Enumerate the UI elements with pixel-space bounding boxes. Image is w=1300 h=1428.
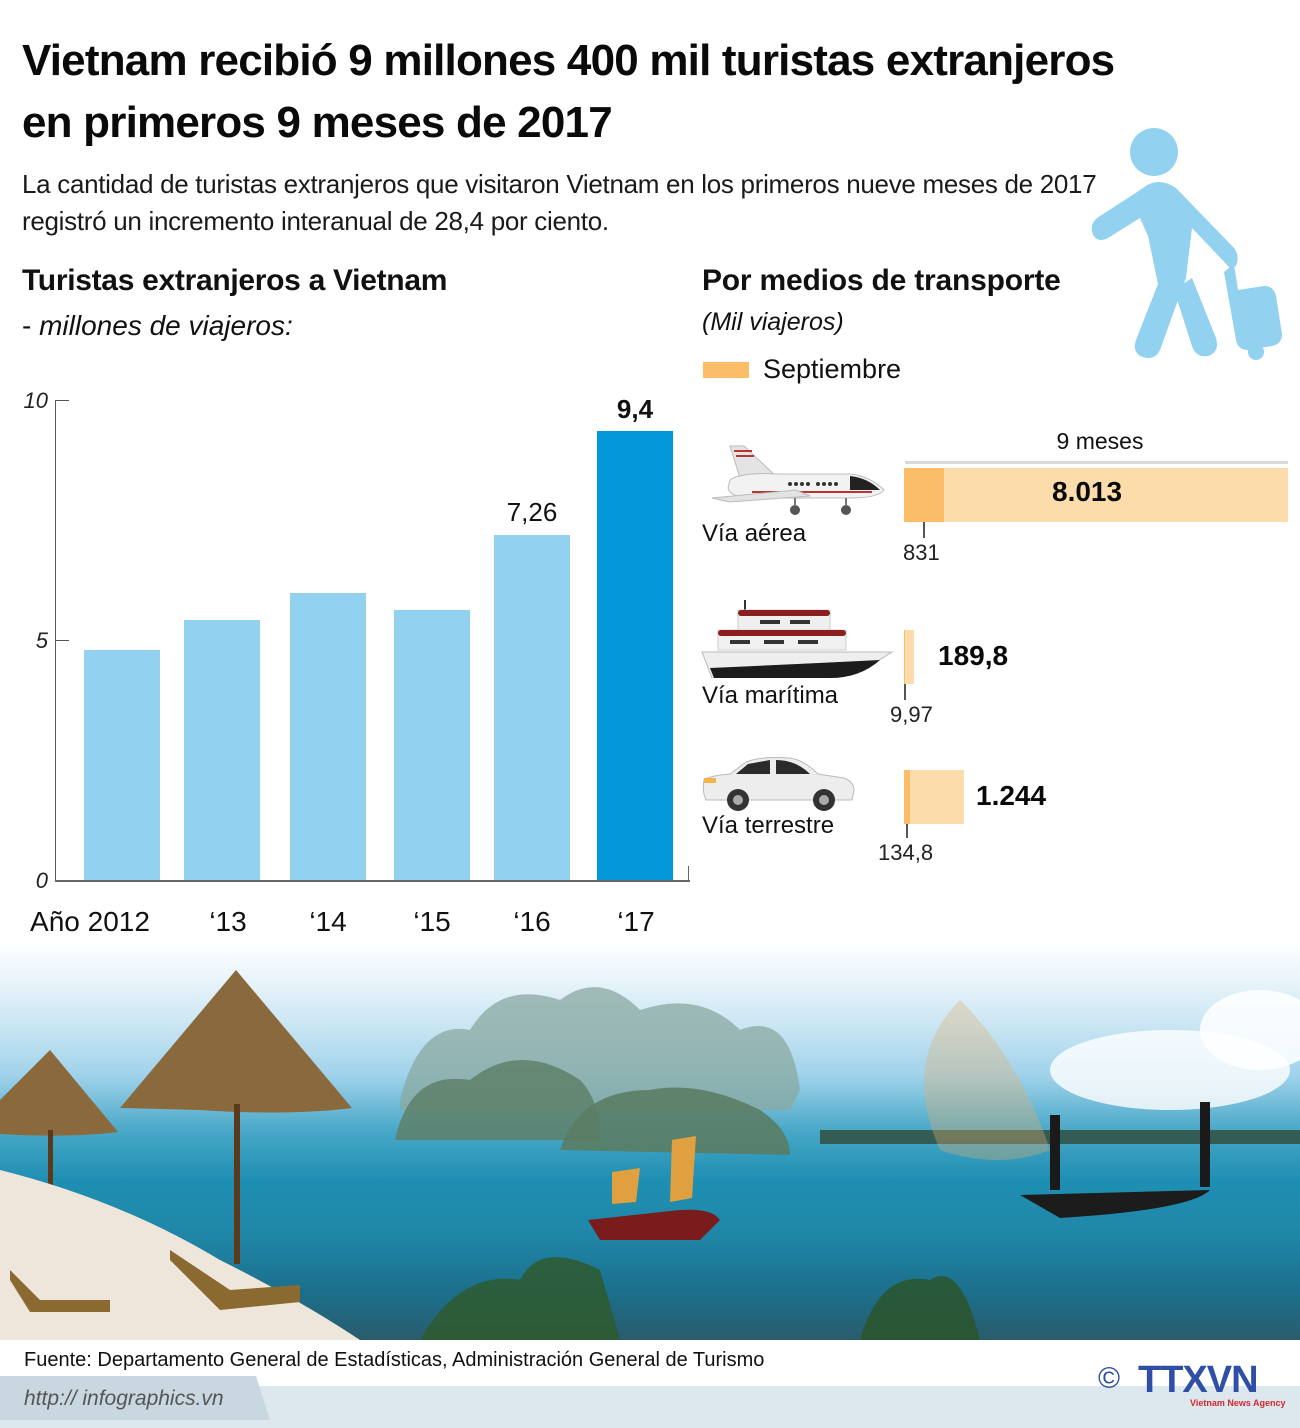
- mode-label-air: Vía aérea: [702, 520, 807, 547]
- value-air-9-months: 8.013: [1052, 476, 1123, 507]
- subtitle-dash: -: [22, 310, 40, 341]
- source-text: Fuente: Departamento General de Estadíst…: [24, 1349, 765, 1371]
- bar-chart-title: Turistas extranjeros a Vietnam: [22, 264, 448, 297]
- marker-sea: [904, 684, 906, 700]
- bar-2015: [394, 610, 470, 882]
- period-label-9-months: 9 meses: [1056, 428, 1144, 454]
- ttxvn-logo: TTXVN: [1138, 1359, 1259, 1401]
- x-axis: [55, 880, 690, 882]
- legend-swatch-september: [703, 361, 749, 378]
- marker-land: [906, 824, 908, 838]
- bar-2014: [290, 593, 366, 882]
- landscape-illustration: [0, 940, 1300, 1340]
- y-tick-10: [55, 400, 69, 401]
- y-tick-5: [55, 640, 69, 641]
- car-icon: [702, 757, 855, 811]
- bar-2013: [184, 620, 260, 882]
- value-air-september: 831: [903, 540, 940, 565]
- value-land-9-months: 1.244: [976, 780, 1047, 811]
- url-tab: [0, 1376, 270, 1420]
- bar-land-september: [904, 770, 910, 824]
- mode-label-land: Vía terrestre: [702, 812, 835, 839]
- y-label-0: 0: [35, 868, 48, 893]
- ship-icon: [701, 600, 894, 678]
- bar-value-2017: 9,4: [616, 394, 654, 424]
- bar-2012: [84, 650, 160, 882]
- value-sea-9-months: 189,8: [938, 640, 1009, 671]
- website-link[interactable]: http:// infographics.vn: [24, 1387, 224, 1410]
- logo-tagline: Vietnam News Agency: [1190, 1398, 1286, 1408]
- bar-chart-subtitle: - millones de viajeros:: [22, 310, 293, 342]
- x-label-2015: ‘15: [413, 906, 451, 937]
- legend-label-september: Septiembre: [763, 354, 902, 384]
- marker-air: [923, 522, 925, 538]
- value-sea-september: 9,97: [890, 702, 933, 727]
- infographic-title: Vietnam recibió 9 millones 400 mil turis…: [22, 36, 1115, 147]
- infographic-subtitle: La cantidad de turistas extranjeros que …: [22, 169, 1097, 236]
- bar-2016: [494, 535, 570, 882]
- y-label-5: 5: [35, 628, 48, 653]
- bar-2017: [597, 431, 673, 882]
- airplane-icon: [711, 445, 885, 515]
- tourists-bar-chart: 10 5 0 7,26 9,4 Año 2012 ‘13 ‘14 ‘15 ‘16…: [0, 380, 700, 950]
- x-label-2014: ‘14: [309, 906, 347, 937]
- x-label-2016: ‘16: [513, 906, 551, 937]
- traveler-with-suitcase-icon: [1091, 128, 1282, 360]
- transport-chart-units: (Mil viajeros): [702, 308, 844, 336]
- legend: Septiembre: [703, 354, 901, 385]
- bar-land-9-months: [904, 770, 964, 824]
- x-label-2013: ‘13: [209, 906, 247, 937]
- bar-value-2016: 7,26: [506, 497, 558, 527]
- copyright-icon: ©: [1098, 1362, 1121, 1395]
- x-label-2017: ‘17: [617, 906, 655, 937]
- period-bracket-line: [905, 461, 1288, 464]
- vietnam-landscape-photo-collage: [0, 940, 1300, 1340]
- x-axis-end-tick: [688, 866, 689, 882]
- value-land-september: 134,8: [878, 840, 934, 865]
- y-label-10: 10: [23, 388, 48, 413]
- bar-air-september: [904, 468, 944, 522]
- bar-sea-9-months: [904, 630, 914, 684]
- bar-air-9-months: [904, 468, 1288, 522]
- mode-label-sea: Vía marítima: [702, 682, 839, 709]
- transport-chart-title: Por medios de transporte: [702, 264, 1061, 297]
- subtitle-units: millones de viajeros:: [39, 310, 293, 341]
- bar-sea-september: [904, 630, 905, 684]
- x-label-2012: Año 2012: [30, 906, 150, 937]
